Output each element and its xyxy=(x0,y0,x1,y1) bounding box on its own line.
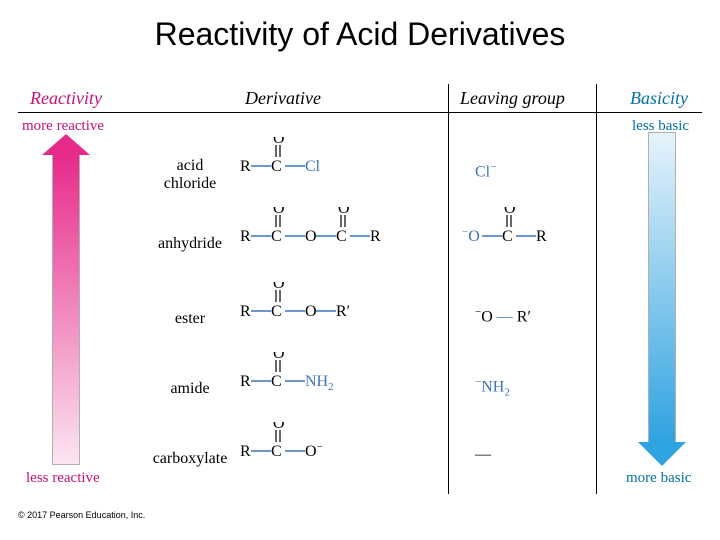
svg-text:O: O xyxy=(273,137,285,147)
col-leaving: Leaving group xyxy=(460,88,565,109)
svg-text:R: R xyxy=(240,443,251,460)
col-derivative: Derivative xyxy=(245,88,321,109)
reactivity-bot-label: less reactive xyxy=(26,470,100,487)
derivative-name: chloride xyxy=(150,175,230,193)
svg-text:NH2: NH2 xyxy=(305,373,334,393)
derivative-name: ester xyxy=(150,310,230,328)
svg-text:−O: −O xyxy=(462,226,480,245)
leaving-group: Cl− xyxy=(475,161,496,181)
col-reactivity: Reactivity xyxy=(30,88,102,109)
svg-text:C: C xyxy=(271,373,282,390)
svg-text:O: O xyxy=(338,207,350,217)
basicity-arrow-head xyxy=(638,442,686,466)
svg-text:R: R xyxy=(240,158,251,175)
svg-text:R: R xyxy=(240,228,251,245)
svg-text:O: O xyxy=(273,352,285,362)
svg-text:O: O xyxy=(305,228,317,245)
svg-text:R: R xyxy=(536,228,547,245)
basicity-bot-label: more basic xyxy=(626,470,691,487)
vrule-1 xyxy=(448,84,449,494)
derivative-name: amide xyxy=(150,380,230,398)
svg-text:O: O xyxy=(273,207,285,217)
svg-text:O: O xyxy=(504,207,516,217)
reactivity-top-label: more reactive xyxy=(22,118,104,135)
leaving-group: −O — R′ xyxy=(475,306,531,326)
leaving-group: −NH2 xyxy=(475,376,510,399)
copyright: © 2017 Pearson Education, Inc. xyxy=(18,510,145,520)
leaving-group: — xyxy=(475,446,491,464)
svg-text:C: C xyxy=(336,228,347,245)
svg-text:O: O xyxy=(305,303,317,320)
svg-text:Cl: Cl xyxy=(305,158,321,175)
svg-text:C: C xyxy=(271,158,282,175)
col-basicity: Basicity xyxy=(630,88,688,109)
svg-text:R: R xyxy=(240,373,251,390)
svg-text:O: O xyxy=(273,422,285,432)
svg-text:O−: O− xyxy=(305,441,323,460)
svg-text:C: C xyxy=(271,443,282,460)
svg-text:R: R xyxy=(370,228,381,245)
svg-text:O: O xyxy=(273,282,285,292)
basicity-arrow-body xyxy=(648,132,676,442)
derivative-name: carboxylate xyxy=(150,450,230,468)
svg-text:R: R xyxy=(240,303,251,320)
svg-text:C: C xyxy=(502,228,513,245)
vrule-2 xyxy=(596,84,597,494)
reactivity-arrow-body xyxy=(52,155,80,465)
page-title: Reactivity of Acid Derivatives xyxy=(0,16,720,53)
derivative-name: anhydride xyxy=(150,235,230,253)
derivative-name: acid xyxy=(150,157,230,175)
header-rule xyxy=(18,112,702,113)
svg-text:C: C xyxy=(271,303,282,320)
svg-text:R′: R′ xyxy=(336,303,350,320)
reactivity-arrow-head xyxy=(42,134,90,155)
svg-text:C: C xyxy=(271,228,282,245)
